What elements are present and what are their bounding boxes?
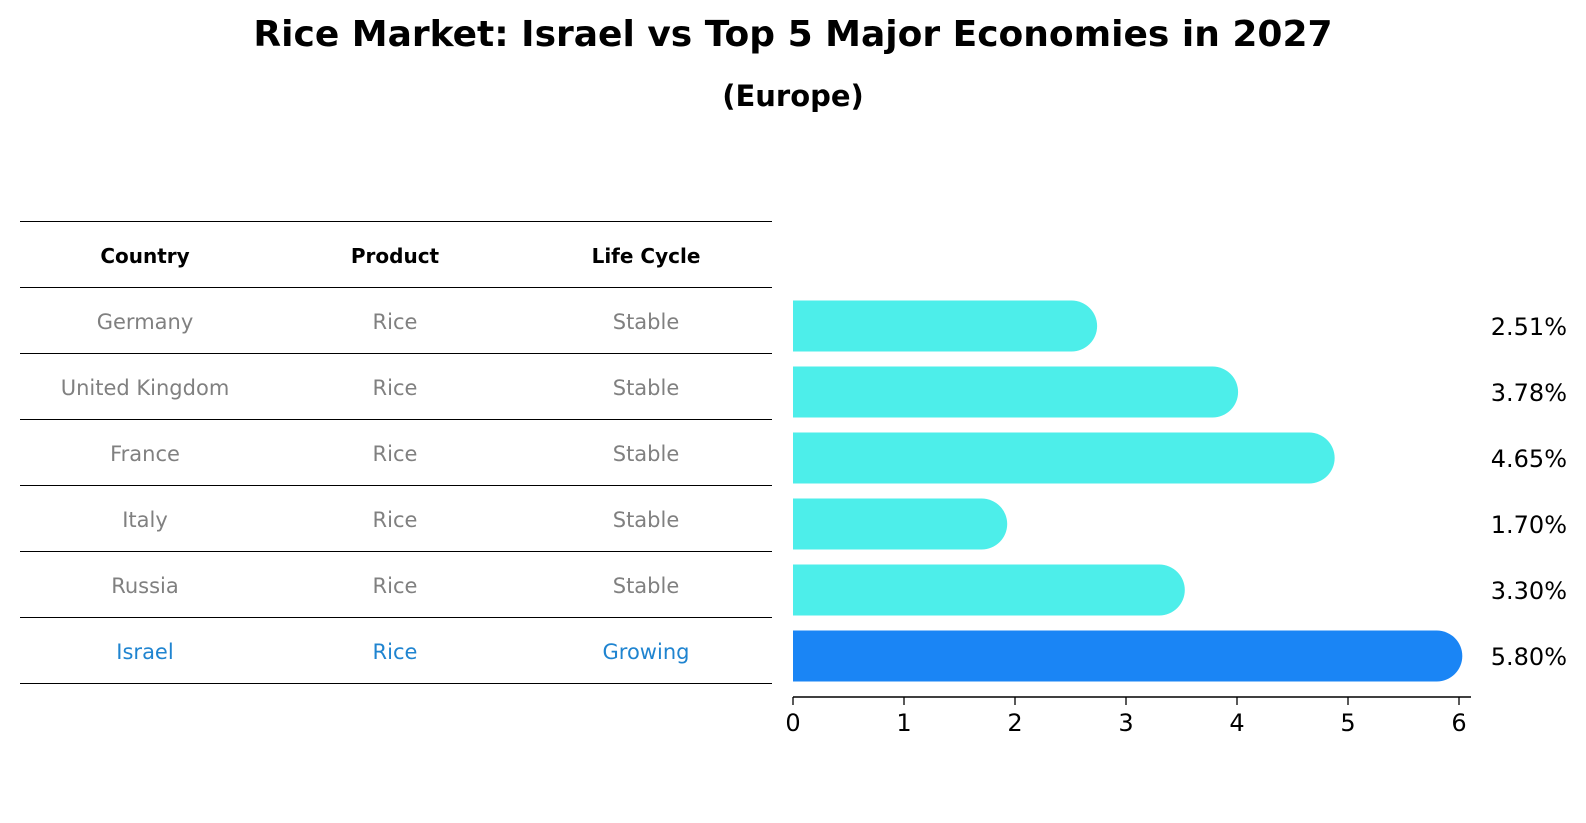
cell-product: Rice: [372, 442, 418, 466]
cell-country: Germany: [96, 310, 194, 334]
table-rule: [20, 287, 772, 288]
x-tick-label: 6: [1451, 709, 1466, 737]
value-label: 4.65%: [1491, 445, 1567, 473]
table-row: France Rice Stable: [20, 421, 772, 487]
x-tick-label: 1: [896, 709, 911, 737]
header-product: Product: [350, 244, 440, 268]
bar: [793, 498, 1008, 550]
table-row: Italy Rice Stable: [20, 487, 772, 553]
cell-life-cycle: Stable: [612, 442, 680, 466]
table-header-row: Country Product Life Cycle: [20, 223, 772, 289]
bar: [793, 564, 1185, 616]
cell-country: France: [110, 442, 180, 466]
header-life-cycle: Life Cycle: [591, 244, 701, 268]
value-label: 3.78%: [1491, 379, 1567, 407]
table-rule: [20, 683, 772, 684]
table-rule: [20, 617, 772, 618]
value-label: 1.70%: [1491, 511, 1567, 539]
x-tick-label: 0: [785, 709, 800, 737]
bar: [793, 300, 1098, 352]
x-tick-label: 5: [1340, 709, 1355, 737]
chart-subtitle: (Europe): [722, 79, 864, 113]
cell-product: Rice: [372, 574, 418, 598]
x-tick-label: 4: [1229, 709, 1244, 737]
bar: [793, 366, 1239, 418]
table-row: Russia Rice Stable: [20, 553, 772, 619]
bar: [793, 432, 1335, 484]
table-rule: [20, 419, 772, 420]
cell-product: Rice: [372, 508, 418, 532]
cell-country: Israel: [116, 640, 174, 664]
cell-country: Italy: [122, 508, 168, 532]
value-label: 5.80%: [1491, 643, 1567, 671]
cell-product: Rice: [372, 640, 418, 664]
cell-life-cycle: Stable: [612, 574, 680, 598]
cell-product: Rice: [372, 310, 418, 334]
cell-country: Russia: [111, 574, 179, 598]
cell-product: Rice: [372, 376, 418, 400]
table-rule: [20, 221, 772, 222]
cell-life-cycle: Stable: [612, 508, 680, 532]
chart-title: Rice Market: Israel vs Top 5 Major Econo…: [253, 14, 1333, 55]
table-row: Germany Rice Stable: [20, 289, 772, 355]
value-label: 2.51%: [1491, 313, 1567, 341]
cell-life-cycle: Growing: [602, 640, 690, 664]
cell-life-cycle: Stable: [612, 310, 680, 334]
table-row: United Kingdom Rice Stable: [20, 355, 772, 421]
table-row-highlight: Israel Rice Growing: [20, 619, 772, 685]
cell-country: United Kingdom: [60, 376, 230, 400]
value-label: 3.30%: [1491, 577, 1567, 605]
cell-life-cycle: Stable: [612, 376, 680, 400]
table-rule: [20, 353, 772, 354]
x-tick-label: 3: [1118, 709, 1133, 737]
x-tick-label: 2: [1007, 709, 1022, 737]
bar-highlight: [793, 630, 1463, 682]
table-rule: [20, 485, 772, 486]
table-rule: [20, 551, 772, 552]
header-country: Country: [100, 244, 190, 268]
